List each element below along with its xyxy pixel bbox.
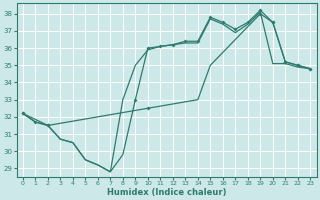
X-axis label: Humidex (Indice chaleur): Humidex (Indice chaleur) [107, 188, 226, 197]
